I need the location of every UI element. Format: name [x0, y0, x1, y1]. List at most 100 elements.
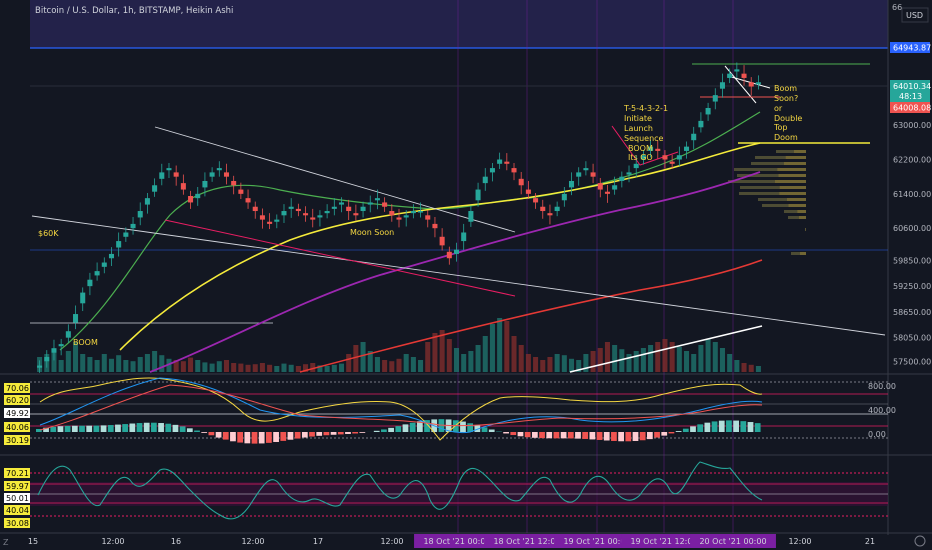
volume-bar	[439, 330, 445, 372]
volume-profile-bar	[798, 216, 806, 219]
volume-bar	[353, 345, 359, 372]
osc1-label-5-bg	[4, 435, 30, 445]
volume-bar	[137, 357, 143, 372]
volume-bar	[590, 351, 596, 372]
candle-body	[684, 146, 690, 151]
annotation-its-go: Its GO	[628, 153, 653, 162]
osc2-label-4-bg	[4, 505, 30, 515]
settings-gear-icon[interactable]	[914, 535, 926, 547]
candles	[37, 62, 761, 373]
candle-body	[281, 211, 287, 216]
volume-bar	[281, 363, 287, 372]
volume-bar	[497, 318, 503, 372]
volume-profile-bar	[737, 174, 779, 177]
osc1-hist-bar	[697, 424, 704, 432]
osc1-hist-bar	[100, 425, 107, 432]
volume-bar	[518, 345, 524, 372]
osc1-hist-bar	[208, 432, 215, 436]
volume-bar	[525, 354, 531, 372]
osc1-hist-bar	[136, 423, 143, 432]
candle-body	[267, 221, 273, 224]
volume-bar	[662, 339, 668, 372]
time-label: 20 Oct '21 00:00	[699, 537, 766, 546]
osc1-hist-bar	[201, 432, 208, 433]
volume-bar	[561, 355, 567, 372]
osc1-hist-bar	[71, 425, 78, 432]
osc2-label-3: 50.01	[6, 494, 29, 503]
volume-bar	[403, 354, 409, 372]
osc1-hist-bar	[381, 429, 387, 432]
ma-green-line	[59, 111, 761, 351]
volume-bar	[583, 354, 589, 372]
volume-bar	[619, 349, 625, 372]
volume-bar	[331, 364, 337, 372]
corner-label: 66	[892, 3, 902, 12]
osc1-hist-bar	[373, 430, 380, 432]
volume-bar	[418, 360, 424, 372]
candle-body	[748, 82, 754, 87]
volume-bar	[547, 357, 553, 372]
osc1-hist-bar	[503, 432, 509, 434]
volume-bar	[453, 348, 460, 372]
osc1-hist-bar	[186, 428, 193, 432]
price-tick-label: 62200.00	[893, 156, 931, 165]
candle-body	[116, 241, 122, 248]
osc1-hist-bar	[143, 422, 150, 432]
osc1-hist-bar	[359, 432, 366, 433]
volume-bar	[123, 360, 129, 372]
candle-body	[137, 211, 143, 218]
candle-body	[51, 348, 57, 353]
osc1-hist-bar	[531, 432, 538, 438]
candle-body	[101, 262, 107, 267]
price-tick-label: 63000.00	[893, 121, 931, 130]
volume-bar	[533, 357, 539, 372]
candle-body	[123, 232, 129, 237]
osc1-hist-bar	[733, 420, 739, 432]
candle-body	[640, 155, 646, 160]
volume-bar	[396, 358, 402, 372]
candle-body	[37, 365, 43, 368]
ma-purple-line	[149, 171, 761, 373]
osc1-hist-bar	[273, 432, 279, 442]
osc1-hist-bar	[337, 432, 344, 435]
trendline-desc-1	[154, 126, 516, 233]
oscillator-2: 70.21 59.97 50.01 40.04 30.08	[4, 461, 888, 528]
osc1-hist-bar	[409, 422, 416, 432]
candle-body	[719, 82, 725, 89]
volume-bar	[568, 358, 575, 372]
candle-body	[432, 223, 438, 229]
volume-bar	[741, 363, 747, 372]
volume-bar	[382, 360, 388, 372]
volume-bar	[346, 354, 352, 372]
osc1-hist-bar	[316, 432, 323, 436]
osc1-hist-bar	[575, 432, 581, 439]
osc1-hist-bar	[675, 431, 682, 432]
badge-high: 64943.87	[893, 44, 931, 53]
time-label: 12:00	[101, 537, 124, 546]
time-label: 12:00	[788, 537, 811, 546]
candle-body	[382, 202, 388, 207]
candle-body	[712, 95, 718, 102]
volume-bar	[173, 360, 179, 372]
candle-body	[482, 176, 488, 184]
zoom-z-button[interactable]: Z	[3, 538, 9, 547]
candle-body	[87, 279, 93, 287]
candle-body	[73, 314, 79, 323]
volume-bar	[410, 357, 416, 372]
candle-body	[216, 168, 222, 171]
osc1-hist-bar	[194, 430, 200, 432]
currency-button[interactable]	[901, 7, 929, 23]
volume-profile-bar	[739, 192, 780, 195]
trendline-desc-2	[31, 215, 886, 336]
volume-bar	[698, 345, 704, 372]
time-label: 18 Oct '21 12:00	[493, 537, 560, 546]
osc1-hist-bar	[129, 423, 136, 432]
osc1-tick-0: 0.00	[868, 430, 886, 439]
candle-body	[540, 206, 546, 212]
osc1-hist-bar	[740, 421, 747, 432]
candle-body	[597, 183, 603, 190]
annotation-launch: Launch	[624, 124, 653, 133]
osc1-hist-bar	[488, 429, 495, 432]
